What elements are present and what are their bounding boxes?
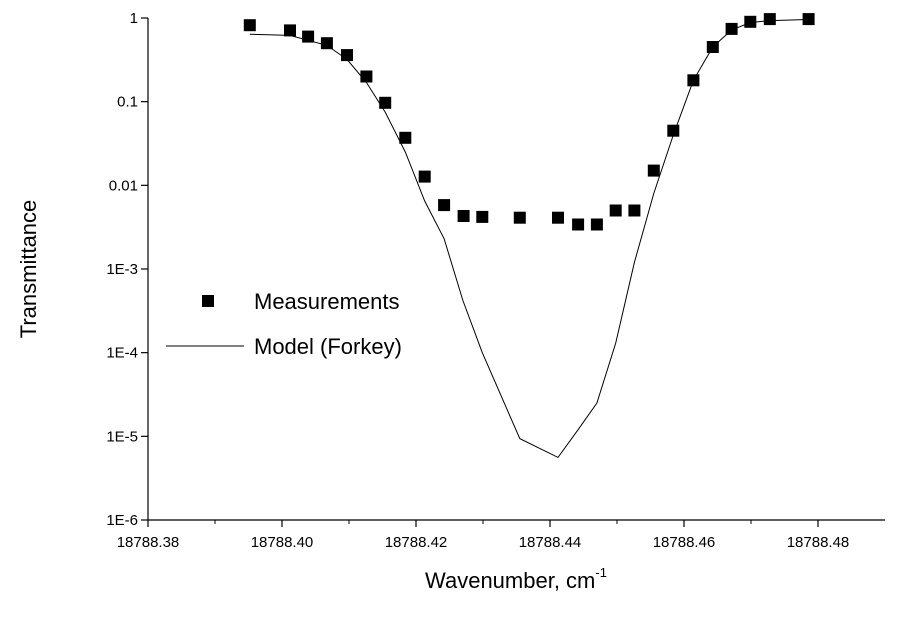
- measurement-point: [744, 15, 757, 28]
- y-ticks: 1E-6 1E-5 1E-4 1E-3 0.01 0.1 1: [106, 10, 148, 529]
- x-tick-label: 18788.40: [251, 534, 314, 551]
- x-tick-label: 18788.48: [787, 534, 850, 551]
- y-axis-title: Transmittance: [16, 200, 41, 339]
- x-axis-title-main: Wavenumber, cm: [425, 568, 595, 593]
- measurement-point: [513, 211, 526, 224]
- x-axis-title-superscript: -1: [595, 565, 607, 580]
- measurement-point: [341, 49, 353, 62]
- y-tick-label: 1E-6: [106, 512, 138, 529]
- measurement-point: [438, 199, 451, 212]
- measurement-point: [320, 37, 333, 50]
- measurement-point: [706, 41, 719, 53]
- measurement-point: [284, 24, 296, 37]
- measurement-point: [609, 204, 622, 217]
- measurement-point: [552, 211, 564, 224]
- y-tick-label: 0.01: [109, 177, 138, 194]
- measurement-point: [687, 74, 700, 87]
- measurement-point: [590, 218, 603, 231]
- measurement-point: [302, 30, 315, 43]
- legend: Measurements Model (Forkey): [166, 289, 402, 359]
- model-forkey-line: [249, 19, 809, 459]
- measurement-point: [802, 13, 815, 26]
- x-tick-label: 18788.46: [653, 534, 716, 551]
- measurement-point: [667, 124, 680, 137]
- measurement-point: [476, 210, 489, 223]
- y-tick-label: 1E-3: [106, 261, 138, 278]
- measurement-point: [418, 170, 431, 183]
- x-tick-label: 18788.44: [519, 534, 582, 551]
- x-axis-title: Wavenumber, cm-1: [425, 565, 607, 593]
- measurement-point: [399, 131, 412, 144]
- legend-label-model: Model (Forkey): [254, 334, 402, 359]
- plot-area: [147, 18, 885, 521]
- y-tick-label: 1: [130, 10, 138, 27]
- x-tick-label: 18788.42: [385, 534, 448, 551]
- measurement-point: [457, 210, 470, 222]
- measurement-point: [628, 204, 641, 217]
- measurement-point: [763, 13, 776, 26]
- legend-label-measurements: Measurements: [254, 289, 400, 314]
- measurement-point: [725, 22, 738, 35]
- measurement-point: [647, 164, 660, 177]
- measurements-markers: [243, 13, 815, 231]
- model-line-layer: [249, 19, 809, 459]
- measurement-point: [379, 96, 392, 109]
- y-tick-label: 0.1: [117, 94, 138, 111]
- legend-marker-measurements: [202, 295, 214, 307]
- measurement-point: [243, 19, 256, 32]
- measurement-point: [572, 218, 585, 231]
- x-ticks: 18788.38 18788.40 18788.42 18788.44 18788.46…: [117, 520, 850, 551]
- y-tick-label: 1E-5: [106, 428, 138, 445]
- measurement-point: [360, 70, 373, 83]
- y-tick-label: 1E-4: [106, 345, 138, 362]
- x-tick-label: 18788.38: [117, 534, 180, 551]
